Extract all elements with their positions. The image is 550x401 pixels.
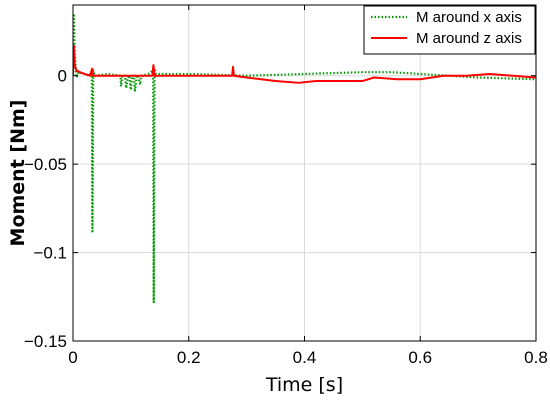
y-axis-label: Moment [Nm]	[7, 100, 29, 247]
y-tick-label: −0.05	[24, 155, 67, 174]
x-axis-label: Time [s]	[265, 374, 343, 396]
x-tick-label: 0.8	[524, 348, 548, 367]
x-tick-label: 0.6	[408, 348, 432, 367]
legend-label-1: M around x axis	[416, 9, 522, 26]
legend-box	[363, 5, 536, 55]
legend-label-2: M around z axis	[416, 30, 522, 47]
y-tick-label: −0.15	[24, 332, 67, 351]
axis-ticks: 0 0.2 0.4 0.6 0.8 −0.15 −0.1 −0.05 0	[24, 5, 548, 367]
y-tick-label: 0	[58, 67, 67, 86]
series-group	[73, 12, 536, 304]
series-line-2	[73, 44, 536, 84]
x-tick-label: 0.2	[177, 348, 201, 367]
legend: M around x axis M around z axis	[363, 5, 536, 55]
x-tick-label: 0.4	[293, 348, 317, 367]
x-tick-label: 0	[68, 348, 77, 367]
y-tick-label: −0.1	[33, 244, 67, 263]
